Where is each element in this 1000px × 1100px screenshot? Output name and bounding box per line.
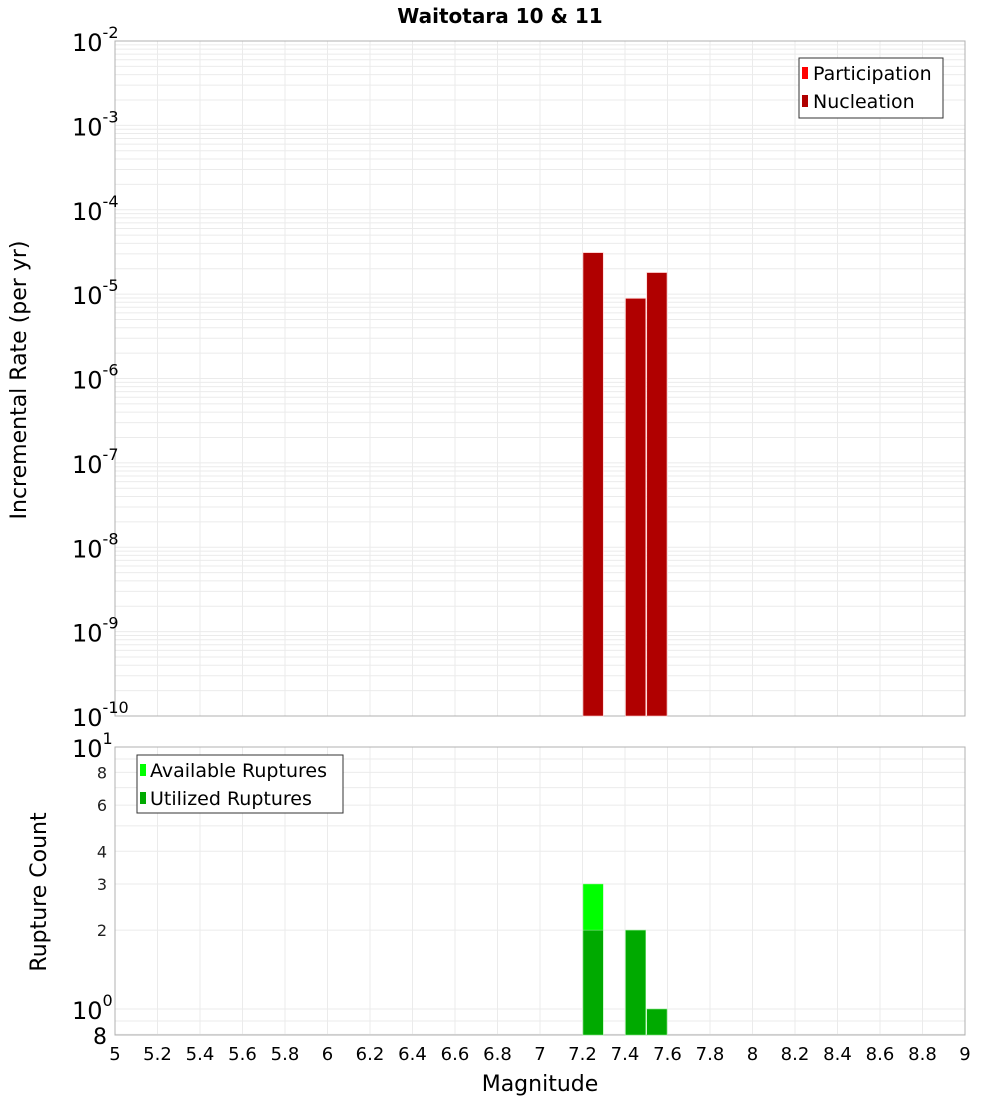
plot-border [114, 746, 966, 1036]
y-tick-label: 2 [97, 921, 107, 940]
x-tick-label: 7 [534, 1044, 545, 1065]
y-tick-label: 3 [97, 875, 107, 894]
x-tick-label: 7.8 [696, 1044, 725, 1065]
legend-label: Participation [813, 63, 932, 85]
bar-nucleation [625, 298, 647, 717]
y-tick-label: 4 [97, 842, 107, 861]
count-bars [582, 883, 668, 1036]
legend-label: Available Ruptures [150, 760, 327, 782]
x-tick-label: 6.2 [356, 1044, 385, 1065]
chart-title: Waitotara 10 & 11 [397, 4, 603, 28]
x-tick-label: 5.2 [143, 1044, 172, 1065]
legend-swatch [802, 67, 808, 79]
x-tick-label: 8.4 [823, 1044, 852, 1065]
x-tick-label: 6 [322, 1044, 333, 1065]
y-tick-label: 8 [93, 1025, 107, 1050]
bar-utilized-ruptures [582, 929, 604, 1036]
x-tick-label: 7.6 [653, 1044, 682, 1065]
y-tick-label: 101 [72, 729, 113, 763]
bar-utilized-ruptures [646, 1008, 668, 1036]
x-tick-label: 5.8 [271, 1044, 300, 1065]
x-tick-label: 5.6 [228, 1044, 257, 1065]
y-tick-label: 10-9 [72, 614, 119, 648]
x-axis-label: Magnitude [482, 1072, 599, 1097]
bar-nucleation [582, 252, 604, 717]
x-tick-label: 8.6 [866, 1044, 895, 1065]
plot-border [114, 40, 966, 717]
y-tick-label: 10-5 [72, 276, 119, 310]
legend-top: Participation Nucleation [798, 57, 944, 119]
y-tick-label: 10-7 [72, 445, 119, 479]
legend-box [798, 57, 944, 119]
y-tick-label: 8 [97, 763, 107, 782]
top-y-axis: 10-2 10-3 10-4 10-5 10-6 10-7 10-8 10-9 10-10 [72, 23, 129, 732]
x-tick-label: 6.6 [441, 1044, 470, 1065]
rate-bars [582, 252, 668, 717]
x-tick-label: 7.4 [611, 1044, 640, 1065]
x-tick-label: 9 [959, 1044, 970, 1065]
y-tick-label: 10-10 [72, 698, 129, 732]
x-tick-label: 5 [109, 1044, 120, 1065]
x-tick-label: 5.4 [186, 1044, 215, 1065]
x-axis: 5 5.2 5.4 5.6 5.8 6 6.2 6.4 6.6 6.8 7 7.2 7.4 7.6 7.8 8… [109, 1044, 970, 1065]
y-tick-label: 10-8 [72, 529, 119, 563]
legend-swatch [140, 792, 146, 804]
y-axis-label: Rupture Count [27, 812, 52, 972]
x-tick-label: 6.8 [483, 1044, 512, 1065]
x-tick-label: 7.2 [568, 1044, 597, 1065]
bar-nucleation [646, 272, 668, 717]
legend-label: Utilized Ruptures [150, 788, 312, 810]
y-axis-label: Incremental Rate (per yr) [7, 241, 32, 520]
legend-swatch [140, 764, 146, 776]
x-tick-label: 6.4 [398, 1044, 427, 1065]
legend-bottom: Available Ruptures Utilized Ruptures [136, 754, 344, 814]
y-tick-label: 10-6 [72, 361, 119, 395]
x-tick-label: 8.2 [781, 1044, 810, 1065]
x-tick-label: 8 [747, 1044, 758, 1065]
x-tick-label: 8.8 [908, 1044, 937, 1065]
y-tick-label: 10-2 [72, 23, 119, 57]
y-tick-label: 6 [97, 796, 107, 815]
bar-utilized-ruptures [625, 929, 646, 1036]
legend-label: Nucleation [813, 91, 915, 113]
y-tick-label: 10-3 [72, 107, 119, 141]
grid [114, 40, 966, 717]
legend-swatch [802, 95, 808, 107]
y-tick-label: 100 [72, 991, 113, 1025]
y-tick-label: 10-4 [72, 192, 119, 226]
legend-box [136, 754, 344, 814]
